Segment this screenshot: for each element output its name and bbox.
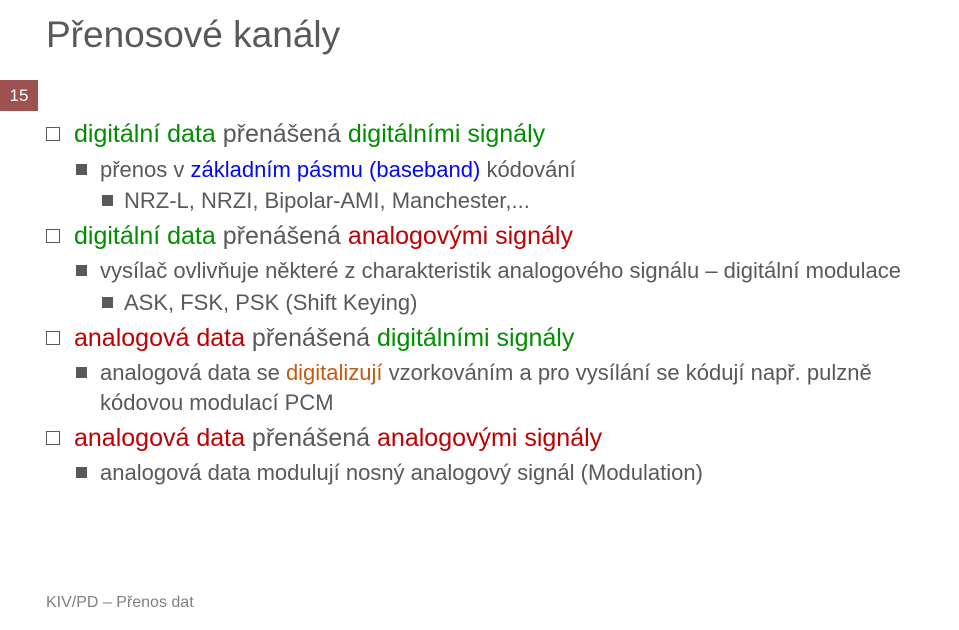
page-number-badge: 15 xyxy=(0,80,38,111)
text-span: vysílač ovlivňuje některé z charakterist… xyxy=(100,258,901,283)
list-item: NRZ-L, NRZI, Bipolar-AMI, Manchester,... xyxy=(100,186,913,216)
content: digitální data přenášená digitálními sig… xyxy=(46,118,913,488)
text-span: analogová data se xyxy=(100,360,286,385)
footer-text: KIV/PD – Přenos dat xyxy=(46,594,194,612)
bullet-list: analogová data modulují nosný analogový … xyxy=(74,458,913,488)
list-item: přenos v základním pásmu (baseband) kódo… xyxy=(74,155,913,216)
text-span: digitální data xyxy=(74,222,216,250)
list-item: digitální data přenášená analogovými sig… xyxy=(46,220,913,318)
page-title: Přenosové kanály xyxy=(46,14,913,56)
list-item: ASK, FSK, PSK (Shift Keying) xyxy=(100,288,913,318)
list-item: digitální data přenášená digitálními sig… xyxy=(46,118,913,216)
bullet-list: analogová data se digitalizují vzorkován… xyxy=(74,358,913,417)
list-item: analogová data se digitalizují vzorkován… xyxy=(74,358,913,417)
bullet-list: digitální data přenášená digitálními sig… xyxy=(46,118,913,488)
text-span: analogová data xyxy=(74,324,245,352)
text-span: základním pásmu (baseband) xyxy=(191,157,481,182)
text-span: přenášená xyxy=(245,424,377,452)
text-span: přenášená xyxy=(216,222,348,250)
list-item: analogová data modulují nosný analogový … xyxy=(74,458,913,488)
text-span: analogovými signály xyxy=(377,424,602,452)
list-item: analogová data přenášená analogovými sig… xyxy=(46,422,913,488)
text-span: digitálními signály xyxy=(348,120,545,148)
text-span: NRZ-L, NRZI, Bipolar-AMI, Manchester,... xyxy=(124,188,530,213)
text-span: přenos v xyxy=(100,157,191,182)
bullet-list: přenos v základním pásmu (baseband) kódo… xyxy=(74,155,913,216)
bullet-list: ASK, FSK, PSK (Shift Keying) xyxy=(100,288,913,318)
text-span: digitální data xyxy=(74,120,216,148)
text-span: digitálními signály xyxy=(377,324,574,352)
text-span: analogová data xyxy=(74,424,245,452)
text-span: analogovými signály xyxy=(348,222,573,250)
text-span: ASK, FSK, PSK (Shift Keying) xyxy=(124,290,417,315)
text-span: analogová data modulují nosný analogový … xyxy=(100,460,703,485)
bullet-list: vysílač ovlivňuje některé z charakterist… xyxy=(74,256,913,317)
text-span: kódování xyxy=(480,157,575,182)
list-item: vysílač ovlivňuje některé z charakterist… xyxy=(74,256,913,317)
slide: Přenosové kanály 15 digitální data přená… xyxy=(0,0,959,630)
list-item: analogová data přenášená digitálními sig… xyxy=(46,322,913,418)
text-span: digitalizují xyxy=(286,360,383,385)
text-span: přenášená xyxy=(245,324,377,352)
text-span: přenášená xyxy=(216,120,348,148)
bullet-list: NRZ-L, NRZI, Bipolar-AMI, Manchester,... xyxy=(100,186,913,216)
